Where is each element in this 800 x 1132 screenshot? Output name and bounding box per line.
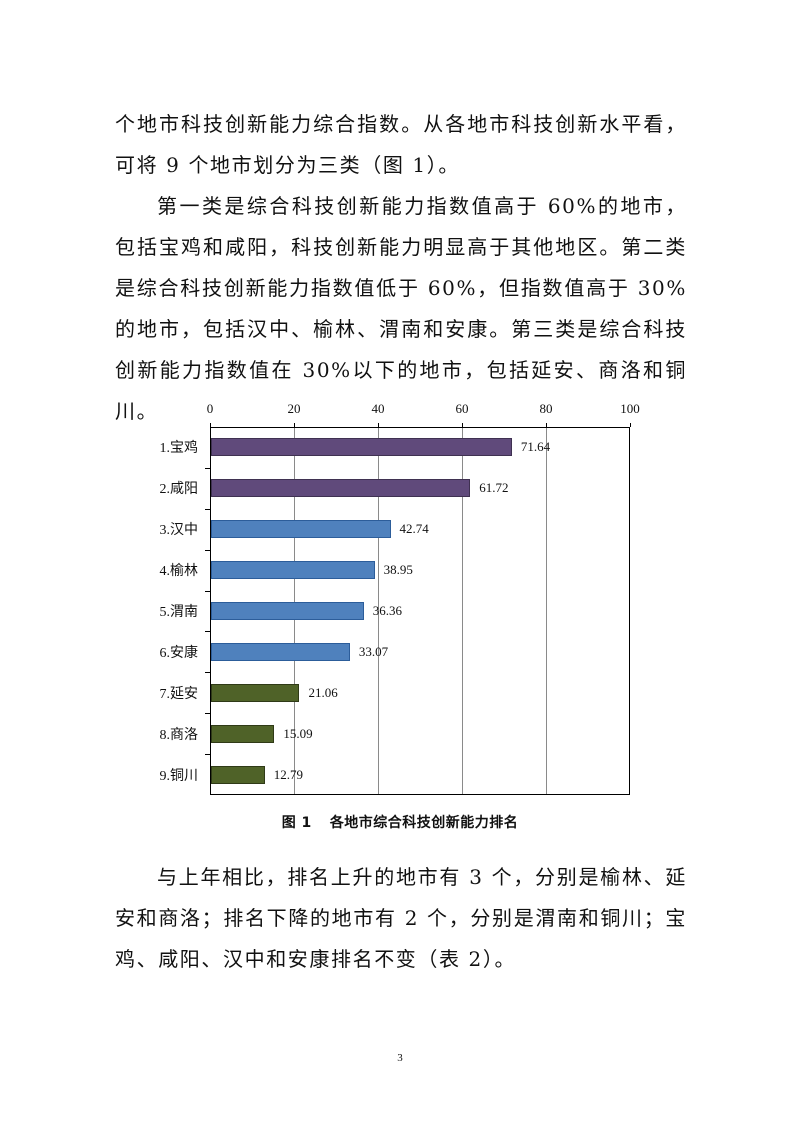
value-label: 61.72 (479, 480, 509, 496)
y-tick-mark (205, 590, 210, 592)
gridline (462, 428, 463, 794)
category-label: 1.宝鸡 (159, 441, 199, 457)
category-label: 5.渭南 (159, 605, 199, 620)
y-tick-mark (205, 549, 210, 551)
figure-number: 图 1 (281, 815, 312, 831)
figure-caption: 图 1 各地市综合科技创新能力排名 (0, 812, 800, 832)
value-label: 21.06 (308, 684, 338, 700)
bar-tier2 (211, 602, 364, 620)
category-label: 9.铜川 (159, 768, 199, 784)
y-tick-mark (205, 631, 210, 633)
gridline (294, 428, 295, 794)
bar-tier1 (211, 479, 471, 498)
y-tick-mark (205, 754, 210, 756)
bar-tier3 (211, 683, 300, 702)
bar-tier2 (211, 561, 375, 580)
value-label: 38.95 (383, 562, 413, 578)
paragraph-rank-change: 与上年相比，排名上升的地市有 3 个，分别是榆林、延安和商洛；排名下降的地市有 … (115, 865, 687, 971)
category-label: 2.咸阳 (159, 482, 199, 498)
y-tick-mark (205, 467, 210, 469)
category-label: 7.延安 (159, 686, 199, 702)
value-label: 36.36 (372, 603, 402, 618)
paragraph-intro: 个地市科技创新能力综合指数。从各地市科技创新水平看，可将 9 个地市划分为三类（… (115, 112, 687, 177)
bar-tier3 (211, 724, 275, 743)
value-label: 42.74 (399, 521, 429, 537)
y-tick-mark (205, 508, 210, 510)
bar-tier2 (211, 520, 391, 539)
category-label: 4.榆林 (159, 564, 199, 580)
plot-area (210, 427, 630, 795)
value-label: 12.79 (273, 766, 303, 782)
bar-tier1 (211, 438, 512, 457)
y-tick-mark (205, 713, 210, 715)
gridline (546, 428, 547, 794)
value-label: 71.64 (520, 439, 551, 455)
figure-title: 各地市综合科技创新能力排名 (329, 815, 519, 831)
category-label: 6.安康 (159, 645, 199, 661)
bar-tier2 (211, 642, 350, 661)
paragraph-classification: 第一类是综合科技创新能力指数值高于 60%的地市，包括宝鸡和咸阳，科技创新能力明… (115, 194, 687, 423)
y-tick-mark (205, 672, 210, 674)
category-label: 3.汉中 (159, 523, 199, 539)
category-label: 8.商洛 (159, 727, 199, 743)
value-label: 33.07 (358, 643, 389, 659)
gridline (378, 428, 379, 794)
page-number: 3 (397, 1052, 403, 1064)
bar-tier3 (211, 765, 265, 784)
value-label: 15.09 (283, 725, 313, 741)
